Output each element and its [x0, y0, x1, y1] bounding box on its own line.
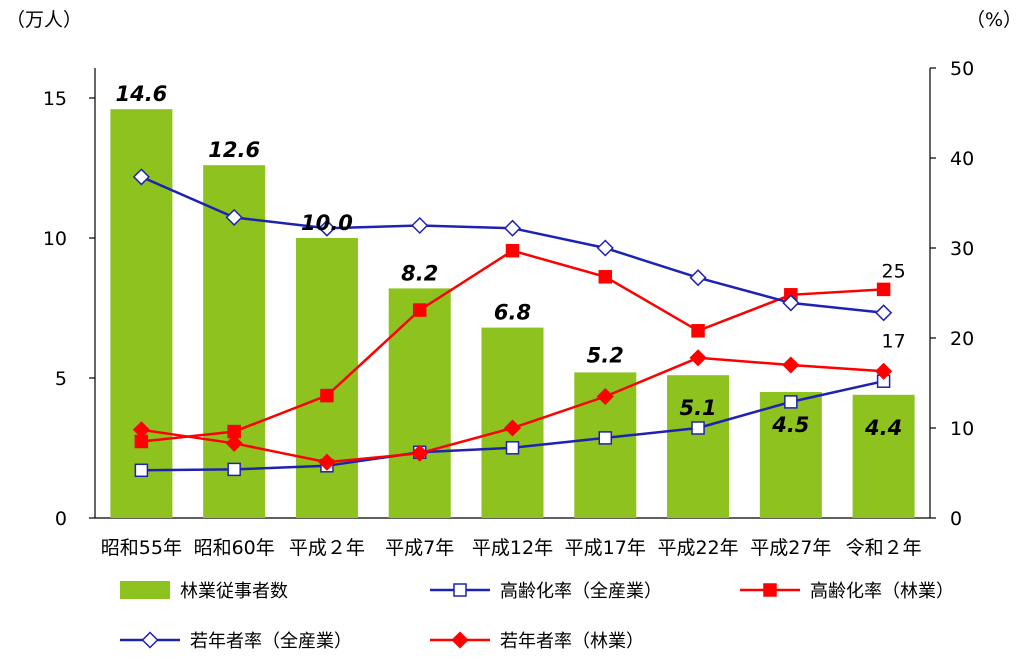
series-point — [596, 387, 614, 406]
legend-label: 若年者率（全産業） — [190, 631, 352, 652]
left-tick-label: 5 — [55, 368, 67, 390]
point-value-label: 17 — [882, 330, 906, 352]
bar — [759, 392, 822, 518]
series-point — [875, 362, 893, 380]
x-tick-label: 令和２年 — [846, 537, 922, 559]
series-point — [227, 462, 241, 477]
legend-entry: 林業従事者数 — [120, 581, 288, 602]
point-value-label: 25 — [882, 260, 906, 282]
bar-value-label: 6.8 — [494, 301, 531, 325]
bar-value-label: 10.0 — [301, 211, 353, 235]
legend-bar-swatch — [120, 581, 170, 599]
series-point — [503, 219, 522, 237]
legend-label: 高齢化率（全産業） — [500, 581, 662, 602]
series-point — [132, 421, 150, 439]
series-point — [225, 434, 243, 452]
bar-value-label: 5.2 — [587, 343, 624, 367]
series-point — [784, 395, 798, 409]
legend-entry: 高齢化率（林業） — [740, 581, 954, 602]
left-unit-label: （万人） — [6, 9, 82, 31]
series-point — [411, 444, 429, 462]
right-tick-label: 20 — [950, 328, 974, 350]
right-tick-label: 10 — [950, 418, 974, 440]
series-point — [689, 269, 707, 287]
bar — [852, 394, 915, 518]
bar-value-label: 4.4 — [864, 416, 902, 440]
left-tick-label: 10 — [43, 228, 67, 250]
series-point — [782, 294, 800, 312]
series-point — [876, 282, 891, 297]
series-point — [318, 453, 336, 471]
series-point — [225, 208, 243, 226]
bar — [295, 238, 358, 518]
x-tick-label: 平成２年 — [289, 537, 365, 559]
bar-value-label: 12.6 — [208, 138, 260, 162]
legend-label: 若年者率（林業） — [500, 631, 644, 652]
series-point — [598, 431, 613, 445]
bar-value-label: 8.2 — [401, 261, 438, 285]
x-tick-label: 昭和55年 — [101, 537, 182, 559]
legend-marker — [453, 583, 467, 597]
right-tick-label: 0 — [950, 508, 962, 530]
bar-value-label: 5.1 — [679, 396, 716, 420]
legend: 林業従事者数 高齢化率（全産業） 高齢化率（林業） 若年者率（全産業） 若年者率（林業） — [120, 581, 954, 652]
series-point — [505, 441, 520, 455]
legend-marker — [451, 631, 469, 649]
x-tick-label: 平成12年 — [472, 537, 553, 559]
series-point — [411, 216, 429, 235]
right-tick-label: 30 — [950, 238, 974, 260]
x-tick-label: 平成27年 — [750, 537, 831, 559]
legend-entry: 若年者率（林業） — [430, 631, 644, 652]
series-point — [412, 303, 427, 317]
legend-entry: 高齢化率（全産業） — [430, 581, 662, 602]
right-unit-label: （%） — [966, 9, 1022, 31]
bar-value-label: 14.6 — [115, 82, 167, 106]
series-point — [134, 463, 149, 478]
series-point — [689, 349, 707, 367]
x-tick-label: 平成22年 — [657, 537, 738, 559]
left-tick-label: 15 — [43, 88, 67, 110]
data-labels: 14.6 12.6 10.0 8.2 6.8 5.2 5.1 4.5 4.4 25 17 — [115, 82, 905, 440]
series-point — [596, 239, 614, 257]
series-point — [318, 219, 336, 237]
legend-entry: 若年者率（全産業） — [120, 631, 352, 652]
right-tick-label: 40 — [950, 148, 974, 170]
series-point — [503, 419, 522, 437]
x-tick-label: 平成7年 — [385, 537, 454, 559]
series-point — [132, 168, 150, 186]
x-tick-label: 平成17年 — [565, 537, 646, 559]
series-point — [782, 356, 800, 374]
series-point — [875, 304, 893, 322]
bar — [667, 375, 730, 518]
series-point — [691, 324, 705, 338]
bar — [388, 288, 451, 518]
legend-label: 林業従事者数 — [180, 581, 288, 602]
legend-label: 高齢化率（林業） — [810, 581, 954, 602]
left-tick-label: 0 — [55, 508, 67, 530]
legend-marker — [763, 583, 777, 597]
x-tick-label: 昭和60年 — [194, 537, 275, 559]
series-point — [598, 270, 613, 284]
series-point — [691, 421, 705, 435]
lines — [132, 168, 893, 478]
series-point — [505, 243, 520, 258]
bar-value-label: 4.5 — [771, 413, 809, 437]
right-tick-label: 50 — [950, 58, 974, 80]
series-point — [320, 388, 334, 403]
legend-marker — [141, 631, 159, 649]
